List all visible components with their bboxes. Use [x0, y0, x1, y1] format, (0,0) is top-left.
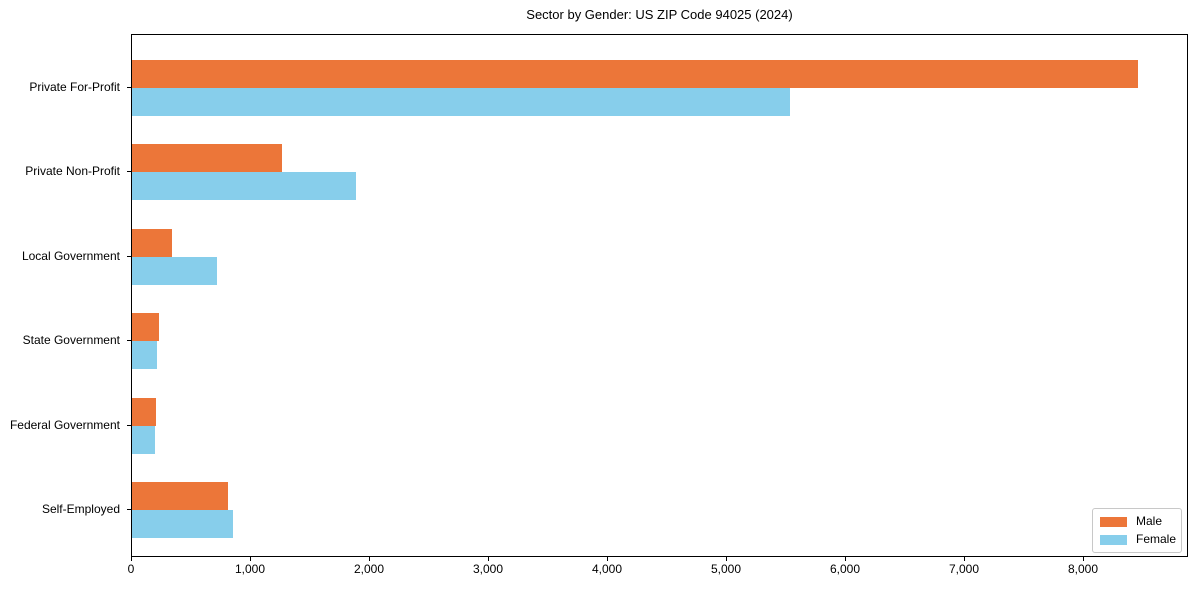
bar-male-self-employed	[132, 482, 228, 510]
y-tick	[127, 87, 131, 88]
legend-swatch-female	[1100, 534, 1127, 545]
legend: Male Female	[1092, 508, 1182, 553]
bar-female-private-for-profit	[132, 87, 790, 116]
x-tick-label-7-000: 7,000	[948, 562, 980, 576]
x-tick-label-6-000: 6,000	[829, 562, 861, 576]
x-tick	[250, 557, 251, 561]
x-tick-label-2-000: 2,000	[353, 562, 385, 576]
bar-male-local-government	[132, 228, 172, 257]
x-tick-label-3-000: 3,000	[472, 562, 504, 576]
y-axis-label-self-employed: Self-Employed	[41, 502, 120, 516]
y-axis-label-federal-government: Federal Government	[9, 418, 120, 432]
bar-male-federal-government	[132, 397, 156, 426]
bar-male-private-non-profit	[132, 144, 282, 172]
legend-label-male: Male	[1136, 514, 1163, 528]
legend-label-female: Female	[1136, 532, 1177, 546]
y-axis-label-state-government: State Government	[22, 333, 120, 347]
bar-female-state-government	[132, 341, 157, 369]
y-tick	[127, 425, 131, 426]
x-tick	[488, 557, 489, 561]
x-tick-label-4-000: 4,000	[591, 562, 623, 576]
bar-female-local-government	[132, 256, 217, 285]
y-tick	[127, 509, 131, 510]
x-tick-label-8-000: 8,000	[1067, 562, 1099, 576]
legend-entry-male: Male	[1100, 515, 1174, 528]
chart-title: Sector by Gender: US ZIP Code 94025 (202…	[526, 7, 793, 22]
y-axis-label-private-non-profit: Private Non-Profit	[25, 164, 120, 178]
legend-entry-female: Female	[1100, 532, 1177, 546]
y-tick	[127, 340, 131, 341]
x-tick	[369, 557, 370, 561]
x-tick	[1083, 557, 1084, 561]
x-tick-label-5-000: 5,000	[710, 562, 742, 576]
x-tick	[845, 557, 846, 561]
x-tick	[726, 557, 727, 561]
bar-female-federal-government	[132, 425, 155, 454]
legend-swatch-male	[1100, 516, 1127, 527]
x-tick	[607, 557, 608, 561]
y-axis-label-local-government: Local Government	[21, 249, 120, 263]
x-tick-label-0: 0	[127, 562, 135, 576]
x-tick	[964, 557, 965, 561]
bar-male-state-government	[132, 313, 159, 341]
bar-male-private-for-profit	[132, 59, 1138, 88]
bar-female-self-employed	[132, 510, 233, 538]
y-axis-label-private-for-profit: Private For-Profit	[29, 80, 120, 94]
plot-area	[131, 34, 1188, 557]
y-tick	[127, 171, 131, 172]
x-tick-label-1-000: 1,000	[234, 562, 266, 576]
y-tick	[127, 256, 131, 257]
bar-female-private-non-profit	[132, 172, 356, 200]
x-tick	[131, 557, 132, 561]
